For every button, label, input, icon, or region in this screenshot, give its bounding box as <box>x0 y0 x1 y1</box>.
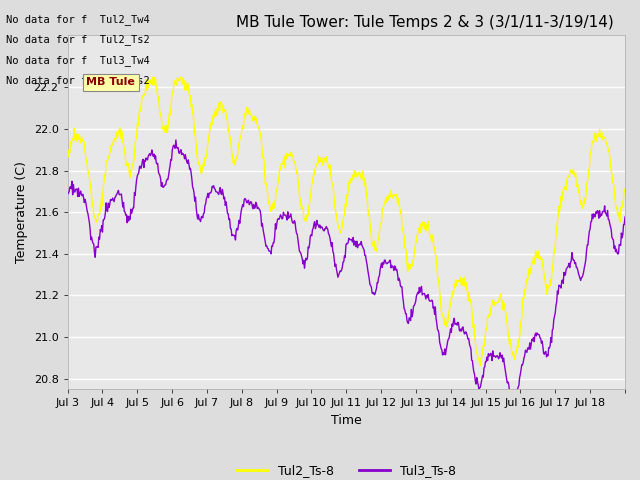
Text: MB Tule: MB Tule <box>86 77 135 87</box>
Text: No data for f  Tul2_Ts2: No data for f Tul2_Ts2 <box>6 35 150 46</box>
Text: No data for f  Tul2_Tw4: No data for f Tul2_Tw4 <box>6 14 150 25</box>
Y-axis label: Temperature (C): Temperature (C) <box>15 161 28 263</box>
X-axis label: Time: Time <box>331 414 362 427</box>
Text: No data for f  Tul3_Ts2: No data for f Tul3_Ts2 <box>6 75 150 86</box>
Text: MB Tule Tower: Tule Temps 2 & 3 (3/1/11-3/19/14): MB Tule Tower: Tule Temps 2 & 3 (3/1/11-… <box>236 15 614 30</box>
Legend: Tul2_Ts-8, Tul3_Ts-8: Tul2_Ts-8, Tul3_Ts-8 <box>232 459 461 480</box>
Text: No data for f  Tul3_Tw4: No data for f Tul3_Tw4 <box>6 55 150 66</box>
